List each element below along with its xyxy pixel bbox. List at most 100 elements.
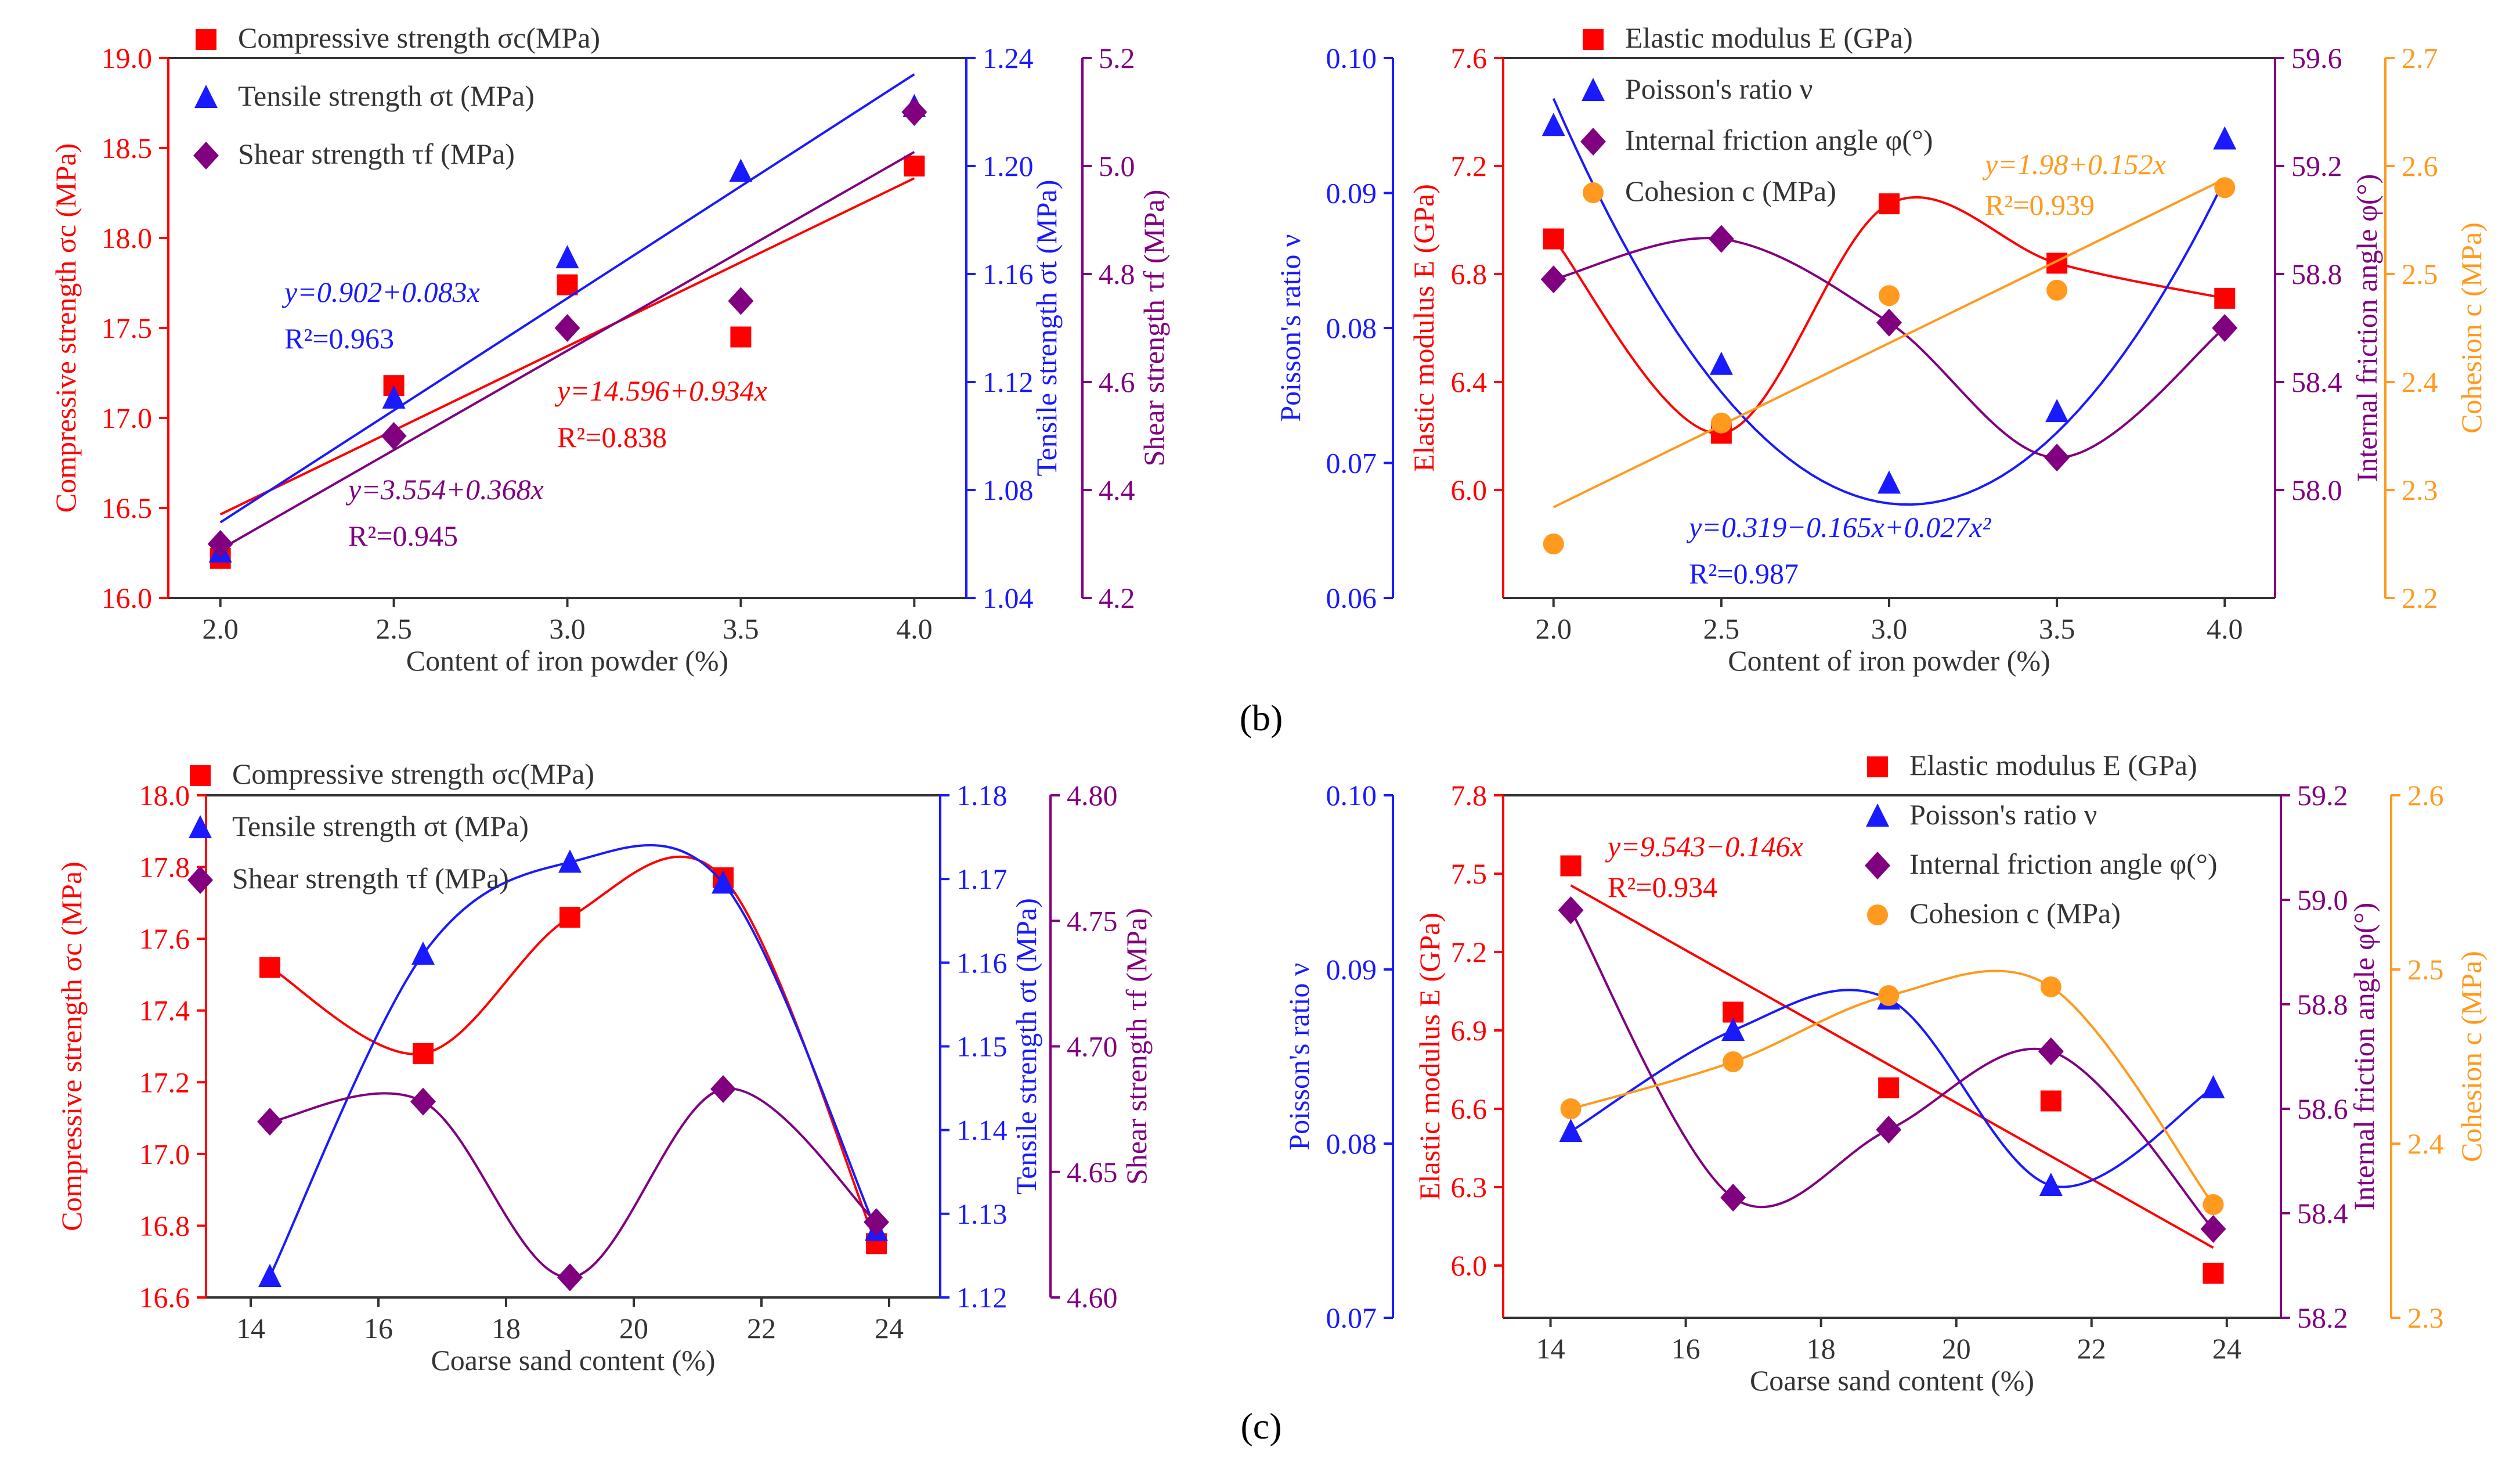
y-axis-label-d3: Internal friction angle φ(°) [2348,903,2380,1211]
x-tick-label: 14 [1536,1332,1565,1365]
y-tick-label: 59.2 [2291,150,2342,182]
x-tick-label: 22 [2077,1332,2106,1365]
y-tick-label: 6.0 [1451,474,1488,506]
y-axis-label-b3: Internal friction angle φ(°) [2351,174,2383,482]
x-axis-label: Content of iron powder (%) [1728,644,2050,677]
y-tick-label: 4.65 [1067,1156,1118,1188]
data-point [2046,279,2068,301]
legend-label: Tensile strength σt (MPa) [238,80,535,112]
y-tick-label: 1.18 [956,779,1008,812]
data-point [1878,470,1901,494]
legend-marker [1583,29,1604,50]
data-point [1723,1051,1744,1072]
x-tick-label: 14 [236,1312,265,1344]
legend-label: Compressive strength σc(MPa) [232,758,594,790]
data-point [1558,896,1584,924]
data-point [2213,126,2237,150]
y-axis-label-b2: Elastic modulus E (GPa) [1407,184,1440,472]
y-axis-label-c3: Shear strength τf (MPa) [1120,908,1153,1185]
data-point [1708,225,1734,253]
legend-label: Elastic modulus E (GPa) [1909,749,2197,781]
y-tick-label: 58.6 [2297,1093,2348,1125]
legend-marker [193,142,219,170]
x-tick-label: 3.0 [549,612,586,645]
y-tick-label: 4.8 [1099,258,1135,290]
y-tick-label: 16.5 [102,492,153,524]
annotation-text: y=0.319−0.165x+0.027x² [1686,511,1991,543]
annotation-text: y=14.596+0.934x [554,374,767,407]
y-tick-label: 4.2 [1099,582,1135,614]
data-point [413,1043,434,1064]
data-point [1560,855,1582,877]
y-tick-label: 7.2 [1451,936,1488,968]
legend-label: Shear strength τf (MPa) [238,138,515,170]
y-tick-label: 17.5 [102,312,153,344]
y-tick-label: 4.70 [1067,1030,1118,1063]
legend-label: Internal friction angle φ(°) [1909,848,2218,880]
x-tick-label: 4.0 [2207,612,2243,645]
y-tick-label: 17.6 [139,922,190,955]
annotation-text: y=1.98+0.152x [1982,148,2166,181]
legend-marker [1866,803,1889,827]
y-tick-label: 59.6 [2291,42,2342,74]
y-axis-label-a3: Shear strength τf (MPa) [1138,190,1170,467]
data-point [207,530,233,558]
data-point [1879,285,1900,307]
y-tick-label: 0.09 [1326,177,1377,210]
y-tick-label: 1.15 [956,1030,1008,1063]
x-tick-label: 2.0 [1535,612,1572,645]
x-tick-label: 3.5 [723,612,759,645]
chart-p3: 14 16 18 20 22 24 Coarse sand content (%) 16.6 1… [55,758,1153,1376]
y-axis-label-c1: Compressive strength σc (MPa) [55,861,88,1231]
x-axis-label: Content of iron powder (%) [406,644,728,677]
y-tick-label: 1.04 [983,582,1034,614]
annotation-text: R²=0.963 [284,322,394,355]
data-point [712,870,735,894]
legend-marker [190,765,211,786]
data-point [555,245,579,269]
y-tick-label: 4.75 [1067,904,1118,937]
x-tick-label: 24 [2212,1332,2241,1365]
y-axis-label-a2: Tensile strength σt (MPa) [1030,180,1063,477]
y-tick-label: 7.2 [1451,150,1488,182]
fit-line-1 [1570,989,2214,1188]
y-tick-label: 0.08 [1326,1127,1377,1160]
legend-marker [1865,852,1890,879]
legend-label: Cohesion c (MPa) [1625,175,1836,207]
data-point [2214,287,2236,309]
y-tick-label: 1.16 [956,946,1008,979]
y-axis-label-a1: Compressive strength σc (MPa) [49,143,82,513]
y-tick-label: 2.3 [2402,474,2438,506]
y-tick-label: 4.80 [1067,779,1118,812]
data-point [1541,113,1565,136]
data-point [2201,1075,2225,1098]
data-point [411,941,435,965]
y-tick-label: 1.12 [983,366,1034,398]
legend-marker [189,815,212,838]
chart-p4: 14 16 18 20 22 24 Coarse sand content (%) 0.07 0… [1283,749,2487,1397]
fit-line-2 [1553,237,2226,459]
y-tick-label: 18.0 [139,779,190,812]
data-point [2203,1194,2224,1215]
y-tick-label: 59.0 [2297,884,2348,916]
legend-marker [1580,128,1606,156]
data-point [1876,308,1902,337]
data-point [2212,314,2238,342]
y-tick-label: 16.8 [139,1209,190,1242]
y-axis-label-d4: Cohesion c (MPa) [2455,951,2487,1162]
x-tick-label: 2.0 [202,612,239,645]
annotation-text: R²=0.838 [557,421,667,453]
data-point [1709,351,1733,375]
data-point [1721,1018,1745,1041]
data-point [710,1075,736,1104]
annotation-text: R²=0.939 [1985,189,2095,221]
x-tick-label: 18 [492,1312,521,1344]
data-point [2203,1263,2224,1284]
data-point [1710,412,1732,434]
y-tick-label: 1.08 [983,474,1034,506]
x-axis-label: Coarse sand content (%) [1750,1364,2034,1397]
data-point [410,1087,436,1116]
y-tick-label: 17.8 [139,851,190,884]
data-point [2200,1215,2226,1243]
data-point [2046,253,2068,274]
